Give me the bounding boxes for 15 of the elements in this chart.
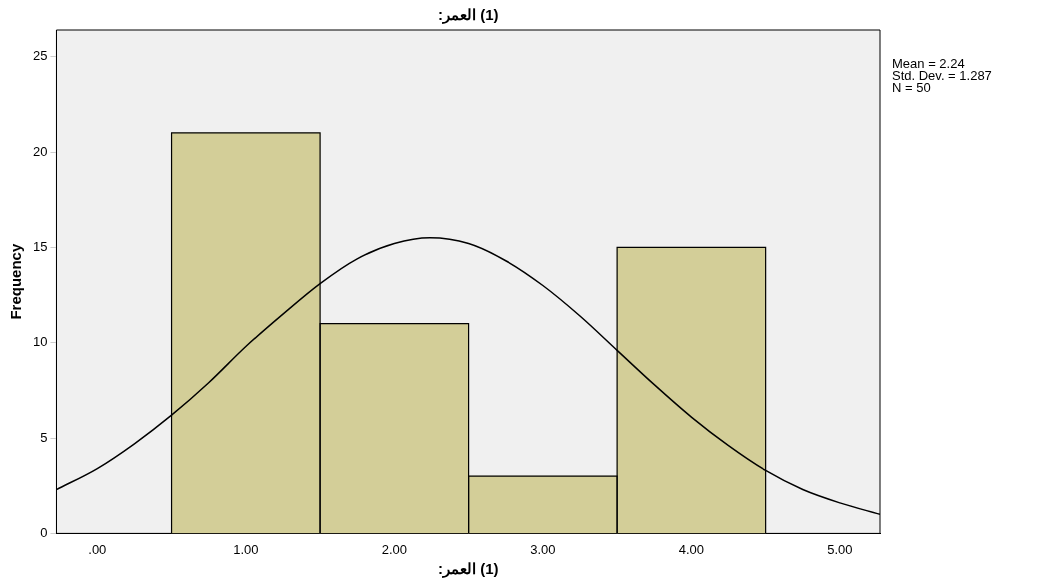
x-tick-label: 2.00 [381, 541, 407, 557]
y-tick-label: 20 [32, 143, 48, 159]
y-axis-title: Frequency [7, 243, 25, 320]
y-tick-label: 25 [32, 48, 48, 64]
x-tick-label: 1.00 [233, 541, 259, 557]
x-tick-label: 5.00 [827, 541, 853, 557]
chart-title: (1) العمر: [437, 6, 499, 25]
y-tick-label: 5 [40, 429, 48, 445]
x-tick-label: .00 [88, 541, 107, 557]
y-tick-label: 15 [32, 238, 48, 254]
y-tick-label: 0 [40, 524, 48, 540]
y-tick-label: 10 [32, 334, 48, 350]
x-tick-label: 4.00 [678, 541, 705, 557]
x-tick-label: 3.00 [530, 541, 556, 557]
x-axis-title: (1) العمر: [437, 560, 499, 579]
